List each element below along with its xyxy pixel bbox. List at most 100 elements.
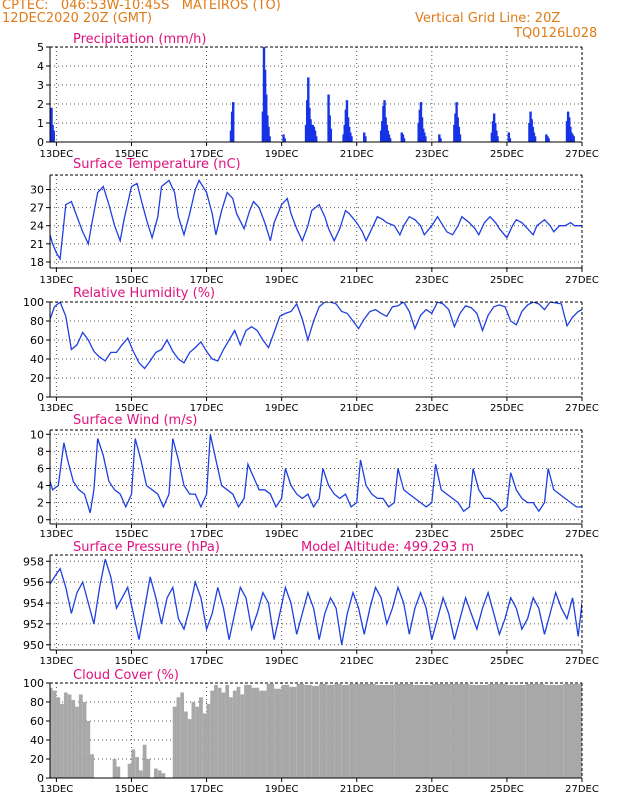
cloud-bar (311, 685, 320, 778)
x-tick-label: 19DEC (265, 403, 299, 414)
y-tick-label: 5 (37, 41, 44, 54)
cloud-bar (184, 711, 188, 778)
precip-bar (402, 138, 406, 142)
series-line (50, 434, 582, 514)
cloud-bar (232, 690, 237, 778)
cloud-bar (153, 768, 158, 778)
panel-title: Surface Pressure (hPa) (73, 540, 220, 555)
cloud-bar (71, 700, 76, 778)
x-tick-label: 15DEC (115, 784, 149, 795)
x-tick-label: 13DEC (40, 784, 74, 795)
precip-bar (533, 136, 537, 142)
x-tick-label: 17DEC (190, 784, 224, 795)
cloud-bar (56, 697, 61, 778)
x-tick-label: 21DEC (340, 784, 374, 795)
y-tick-label: 20 (30, 753, 44, 766)
y-tick-label: 954 (23, 597, 44, 610)
x-tick-label: 25DEC (490, 149, 524, 160)
cloud-bar (236, 686, 241, 778)
cloud-bar (157, 770, 162, 778)
y-tick-label: 0 (37, 136, 44, 149)
y-tick-label: 30 (30, 183, 44, 196)
cloud-bar (195, 706, 200, 778)
precip-bar (547, 138, 550, 142)
cloud-bar (431, 683, 451, 778)
x-tick-label: 17DEC (190, 529, 224, 540)
x-tick-label: 25DEC (490, 656, 524, 667)
cloud-bar (544, 684, 564, 778)
x-tick-label: 13DEC (40, 529, 74, 540)
x-tick-label: 15DEC (115, 656, 149, 667)
precip-bar (314, 136, 318, 142)
x-tick-label: 13DEC (40, 275, 74, 286)
cloud-bar (334, 683, 342, 778)
precip-bar (364, 136, 367, 142)
x-tick-label: 17DEC (190, 656, 224, 667)
y-tick-label: 21 (30, 238, 44, 251)
cloud-bar (172, 706, 177, 778)
cloud-bar (281, 684, 290, 778)
x-tick-label: 27DEC (565, 403, 599, 414)
precip-bar (268, 136, 271, 142)
precip-bar (52, 130, 55, 142)
cloud-bar (259, 690, 267, 778)
y-tick-label: 24 (30, 220, 44, 233)
y-tick-label: 2 (37, 98, 44, 111)
cloud-bar (274, 688, 282, 778)
cloud-bar (112, 759, 117, 778)
cloud-bar (78, 694, 83, 778)
cloud-bar (506, 684, 526, 778)
precip-bar (424, 136, 427, 142)
panel-title: Cloud Cover (%) (73, 668, 179, 683)
precip-bar (388, 138, 392, 142)
cloud-bar (135, 757, 139, 778)
cloud-bar (244, 684, 252, 778)
x-tick-label: 19DEC (265, 149, 299, 160)
series-line (50, 178, 582, 261)
x-tick-label: 15DEC (115, 149, 149, 160)
y-tick-label: 60 (30, 334, 44, 347)
x-tick-label: 23DEC (415, 275, 449, 286)
x-tick-label: 25DEC (490, 529, 524, 540)
cloud-bar (525, 683, 545, 778)
x-tick-label: 21DEC (340, 529, 374, 540)
y-tick-label: 0 (37, 514, 44, 527)
y-tick-label: 950 (23, 639, 44, 652)
y-tick-label: 2 (37, 497, 44, 510)
cloud-bar (375, 684, 395, 778)
cloud-bar (356, 683, 376, 778)
model-code: TQ0126L028 (514, 26, 598, 41)
cloud-bar (191, 702, 196, 778)
cloud-bar (75, 706, 79, 778)
x-tick-label: 25DEC (490, 784, 524, 795)
y-tick-label: 10 (30, 428, 44, 441)
cloud-bar (217, 687, 222, 778)
x-tick-label: 23DEC (415, 149, 449, 160)
cloud-bar (142, 744, 147, 778)
precip-bar (283, 138, 286, 142)
cloud-bar (90, 754, 94, 778)
x-tick-label: 19DEC (265, 656, 299, 667)
y-tick-label: 958 (23, 555, 44, 568)
x-tick-label: 23DEC (415, 403, 449, 414)
cloud-bar (199, 697, 203, 778)
cloud-bar (214, 684, 218, 778)
x-tick-label: 25DEC (490, 275, 524, 286)
run-datetime: 12DEC2020 20Z (GMT) (2, 11, 153, 26)
panel-title: Relative Humidity (%) (73, 286, 215, 301)
chart-header: CPTEC: 046:53W-10:45S MATEIROS (TO) 12DE… (0, 0, 618, 41)
y-tick-label: 18 (30, 256, 44, 269)
y-tick-label: 27 (30, 202, 44, 215)
cloud-bar (52, 690, 57, 778)
y-tick-label: 8 (37, 445, 44, 458)
x-tick-label: 15DEC (115, 403, 149, 414)
cloud-bar (50, 687, 53, 778)
x-tick-label: 21DEC (340, 275, 374, 286)
precip-bar (496, 136, 499, 142)
cloud-bar (488, 683, 507, 778)
x-tick-label: 27DEC (565, 149, 599, 160)
cloud-bar (86, 721, 91, 778)
x-tick-label: 21DEC (340, 149, 374, 160)
y-tick-label: 60 (30, 715, 44, 728)
cloud-bar (469, 684, 489, 778)
